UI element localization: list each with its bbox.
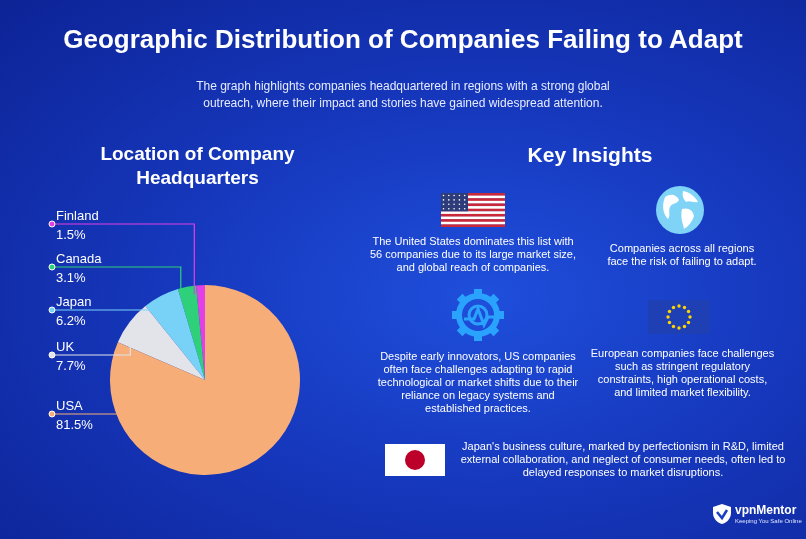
html-text:Geographic Distribution of Com: Geographic Distribution of Companies Fai… — [63, 24, 743, 54]
svg-text:Canada: Canada — [56, 251, 102, 266]
html-text:The United States dominates th: The United States dominates this list wi… — [370, 235, 576, 273]
html-text:Location of Company Headquarte: Location of Company Headquarters — [100, 143, 295, 188]
html-text:European companies face challe: European companies face challenges such … — [590, 347, 775, 398]
svg-text:6.2%: 6.2% — [56, 313, 86, 328]
svg-text:7.7%: 7.7% — [56, 358, 86, 373]
html-text:vpnMentor: vpnMentor — [735, 503, 797, 517]
html-text:The graph highlights companies: The graph highlights companies headquart… — [196, 79, 610, 110]
html-text:Companies across all regions f: Companies across all regions face the ri… — [607, 242, 757, 267]
svg-text:USA: USA — [56, 398, 83, 413]
html-text:Despite early innovators, US c: Despite early innovators, US companies o… — [377, 350, 579, 414]
svg-text:Japan: Japan — [56, 294, 91, 309]
html-text:Japan's business culture, mark: Japan's business culture, marked by perf… — [460, 440, 786, 478]
svg-text:3.1%: 3.1% — [56, 270, 86, 285]
svg-text:UK: UK — [56, 339, 74, 354]
html-text:Keeping You Safe Online: Keeping You Safe Online — [735, 518, 802, 524]
svg-text:Finland: Finland — [56, 208, 99, 223]
svg-text:81.5%: 81.5% — [56, 417, 93, 432]
html-text:Key Insights: Key Insights — [527, 143, 653, 166]
svg-text:1.5%: 1.5% — [56, 227, 86, 242]
